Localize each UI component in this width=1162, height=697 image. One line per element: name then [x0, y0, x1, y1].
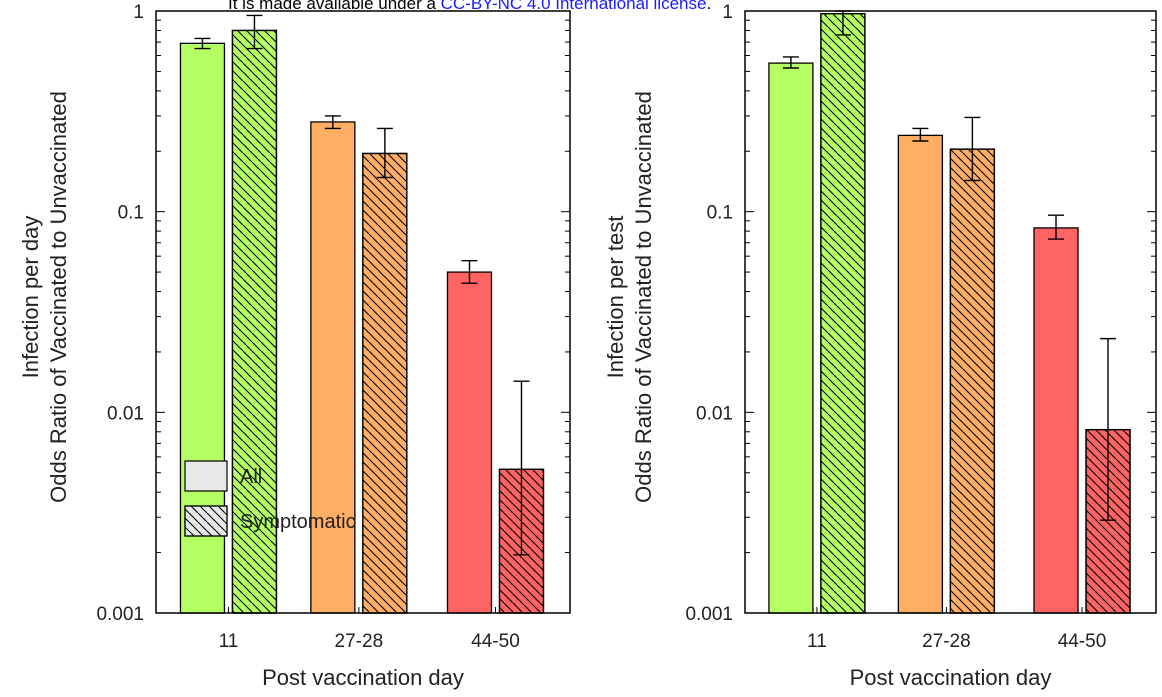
- x-tick-label: 11: [807, 631, 827, 652]
- x-axis-title: Post vaccination day: [262, 665, 464, 690]
- bar-hatch-27-28: [949, 148, 996, 614]
- x-axis-title: Post vaccination day: [850, 665, 1052, 690]
- x-tick-label: 44-50: [471, 631, 520, 652]
- y-tick-label: 0.1: [707, 203, 733, 224]
- license-text: It is made available under a: [228, 0, 441, 13]
- chart-panel-1: 11 27-28 44-50 0.001 0.01 0.1 1 Post vaccinatio…: [18, 2, 571, 690]
- legend-swatch-solid: [184, 460, 228, 492]
- y-axis-title-line-2: Odds Ratio of Vaccinated to Unvaccinated: [46, 91, 71, 503]
- y-tick-label: 1: [722, 2, 733, 23]
- x-tick-label: 11: [219, 631, 239, 652]
- bar-hatch-27-28: [362, 152, 408, 614]
- y-tick-label: 1: [133, 2, 144, 23]
- bar-all-27-28: [897, 134, 944, 614]
- y-axis-title-line-1: Infection per day: [18, 216, 43, 379]
- y-axis-title-line-1: Infection per test: [603, 216, 628, 379]
- y-tick-label: 0.001: [96, 604, 144, 625]
- axes-frame: [155, 10, 571, 614]
- bar-hatch-11: [231, 29, 278, 614]
- chart-panel-2: 11 27-28 44-50 0.001 0.01 0.1 1 Post vaccinatio…: [603, 2, 1157, 690]
- x-tick-label: 44-50: [1058, 631, 1107, 652]
- y-tick-label: 0.01: [107, 403, 144, 424]
- license-end: .: [706, 0, 712, 13]
- x-tick-label: 27-28: [335, 631, 384, 652]
- axes-frame: [744, 10, 1157, 614]
- legend-label: Symptomatic: [240, 511, 356, 533]
- legend-label: All: [240, 466, 262, 488]
- y-axis-title-line-2: Odds Ratio of Vaccinated to Unvaccinated: [631, 91, 656, 503]
- bar-all-44-50: [446, 271, 493, 614]
- license-banner: It is made available under a CC-BY-NC 4.…: [228, 0, 711, 14]
- y-tick-label: 0.1: [118, 203, 144, 224]
- license-link[interactable]: CC-BY-NC 4.0 International license: [440, 0, 707, 13]
- legend-swatch-hatch: [184, 505, 228, 537]
- y-tick-label: 0.001: [685, 604, 733, 625]
- bar-all-44-50: [1033, 227, 1079, 614]
- bar-all-27-28: [310, 121, 356, 614]
- y-tick-label: 0.01: [696, 403, 733, 424]
- bar-all-11: [768, 62, 814, 614]
- x-tick-label: 27-28: [922, 631, 971, 652]
- bar-hatch-11: [820, 13, 866, 614]
- legend: All Symptomatic: [184, 460, 356, 537]
